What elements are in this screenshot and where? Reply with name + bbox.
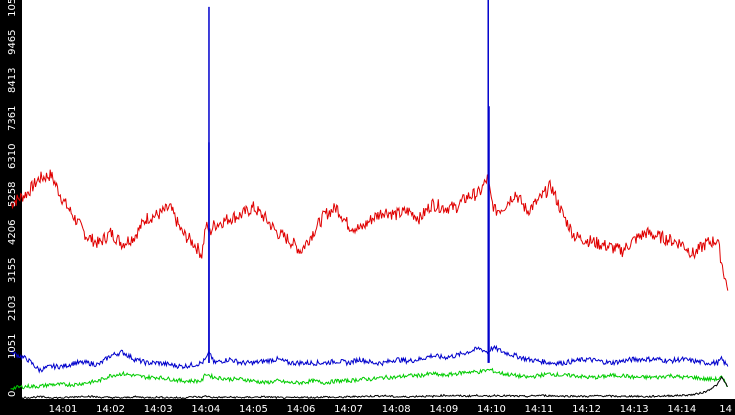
y-tick-label: 10517 — [7, 0, 18, 17]
x-tick-label: 14:08 — [382, 404, 411, 415]
x-tick-label: 14:09 — [429, 404, 458, 415]
plot-area — [22, 0, 735, 399]
series-layer — [10, 169, 729, 400]
series-line-1 — [10, 169, 729, 291]
x-tick-label: 14:10 — [477, 404, 506, 415]
series-line-4 — [10, 375, 729, 400]
y-tick-labels: 0 1051 2103 3155 4206 5258 6310 7361 8413 9465 105… — [7, 0, 18, 397]
y-tick-label: 1051 — [7, 334, 18, 359]
y-tick-label: 4206 — [7, 220, 18, 245]
y-tick-label: 5258 — [7, 182, 18, 207]
x-tick-label: 14 — [719, 404, 732, 415]
y-tick-label: 8413 — [7, 67, 18, 92]
x-tick-label: 14:07 — [334, 404, 363, 415]
x-tick-label: 14:02 — [96, 404, 125, 415]
series-line-2 — [10, 344, 729, 374]
x-axis-band — [0, 399, 735, 415]
y-axis-band — [0, 0, 22, 415]
x-tick-label: 14:11 — [525, 404, 554, 415]
x-tick-label: 14:12 — [572, 404, 601, 415]
x-tick-label: 14:03 — [144, 404, 173, 415]
series-line-3 — [10, 367, 728, 391]
x-tick-label: 14:01 — [49, 404, 78, 415]
y-tick-label: 2103 — [7, 296, 18, 321]
x-tick-label: 14:05 — [239, 404, 268, 415]
y-tick-label: 7361 — [7, 106, 18, 131]
x-tick-label: 14:04 — [191, 404, 220, 415]
x-tick-labels: 14:01 14:02 14:03 14:04 14:05 14:06 14:07 14:08… — [49, 404, 732, 415]
y-tick-label: 3155 — [7, 258, 18, 283]
y-tick-label: 0 — [7, 391, 18, 397]
spike-layer — [208, 0, 490, 363]
y-tick-label: 6310 — [7, 143, 18, 168]
x-tick-label: 14:13 — [620, 404, 649, 415]
y-tick-label: 9465 — [7, 29, 18, 54]
x-tick-label: 14:06 — [287, 404, 316, 415]
x-tick-label: 14:14 — [667, 404, 696, 415]
